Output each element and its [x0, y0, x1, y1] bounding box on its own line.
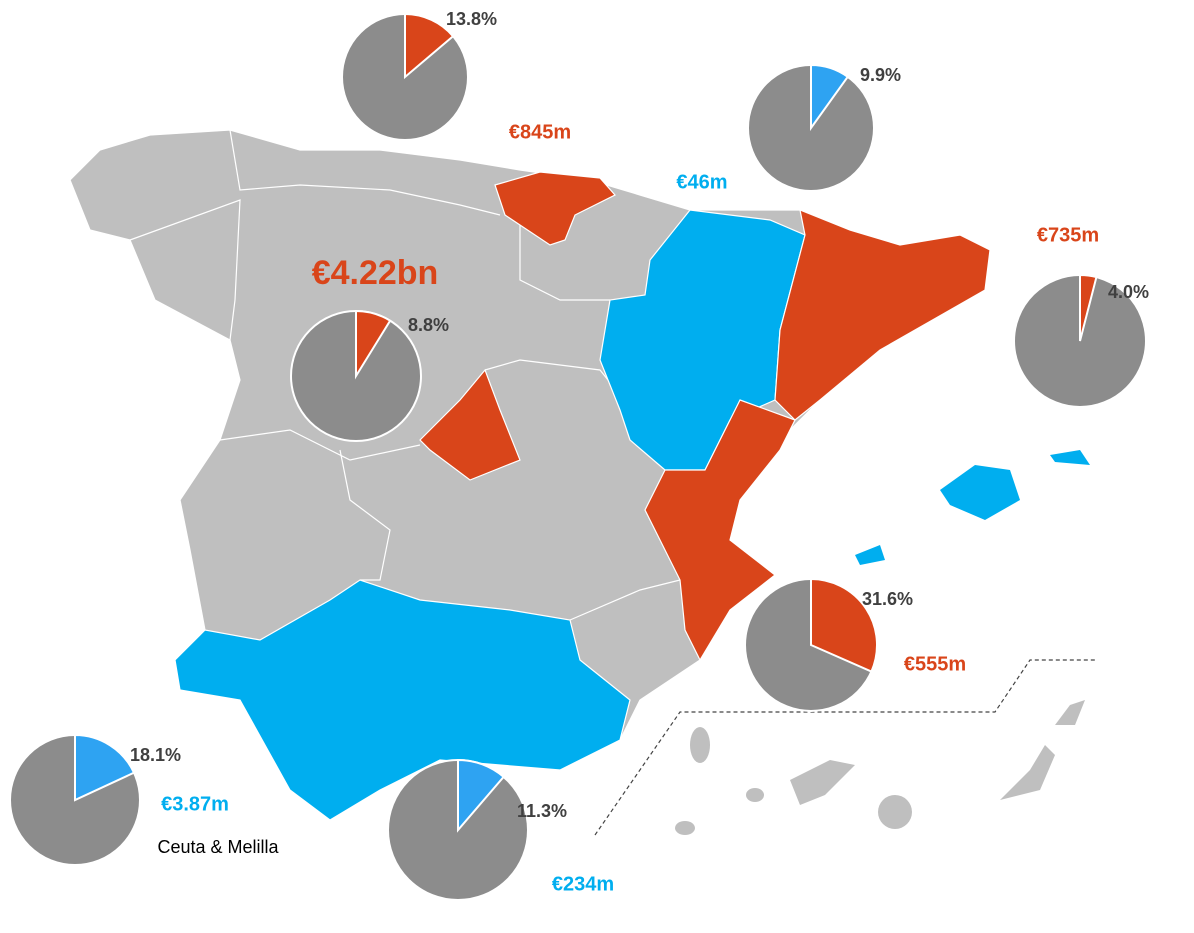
andalusia	[174, 579, 631, 821]
menorca	[1050, 450, 1090, 465]
region-border	[519, 225, 610, 301]
island	[746, 788, 764, 802]
island	[1055, 700, 1085, 725]
pie-slice	[457, 758, 506, 833]
amount-label: €3.87m	[161, 793, 229, 815]
region-border	[229, 129, 501, 216]
region-border	[129, 199, 241, 341]
amount-label: €845m	[509, 121, 571, 143]
region-border	[219, 429, 421, 461]
island	[1000, 745, 1055, 800]
pie-slice	[74, 733, 136, 802]
island	[878, 795, 912, 829]
pie-slice	[404, 12, 455, 80]
spain-map	[69, 129, 1095, 836]
percent-label: 4.0%	[1108, 282, 1149, 302]
island	[790, 760, 855, 805]
region-border	[569, 579, 681, 621]
catalonia	[774, 209, 991, 421]
mallorca	[940, 465, 1020, 520]
percent-label: 13.8%	[446, 9, 497, 29]
pie-slice	[810, 63, 850, 132]
amount-label: €234m	[552, 873, 614, 895]
pies: 13.8% €845m 9.9% €46m 4.0% €735m 8.8% €4.22bn 31…	[9, 9, 1149, 901]
percent-label: 18.1%	[130, 745, 181, 765]
region-label: Ceuta & Melilla	[157, 837, 279, 857]
percent-label: 8.8%	[408, 315, 449, 335]
island	[675, 821, 695, 835]
island	[690, 727, 710, 763]
amount-label: €4.22bn	[312, 254, 439, 292]
region-border	[339, 449, 391, 581]
amount-label: €735m	[1037, 224, 1099, 246]
percent-label: 31.6%	[862, 589, 913, 609]
percent-label: 9.9%	[860, 65, 901, 85]
canaries-divider	[594, 659, 1095, 836]
pie-slice	[355, 309, 392, 380]
pie-slice	[1079, 273, 1098, 342]
canary-islands	[675, 700, 1085, 835]
madrid	[419, 368, 521, 481]
percent-label: 11.3%	[517, 801, 567, 821]
amount-label: €555m	[904, 653, 966, 675]
valencia	[644, 399, 796, 662]
basque-navarre	[494, 171, 616, 246]
ibiza	[855, 545, 885, 565]
amount-label: €46m	[676, 171, 727, 193]
pie-slice	[810, 577, 878, 673]
